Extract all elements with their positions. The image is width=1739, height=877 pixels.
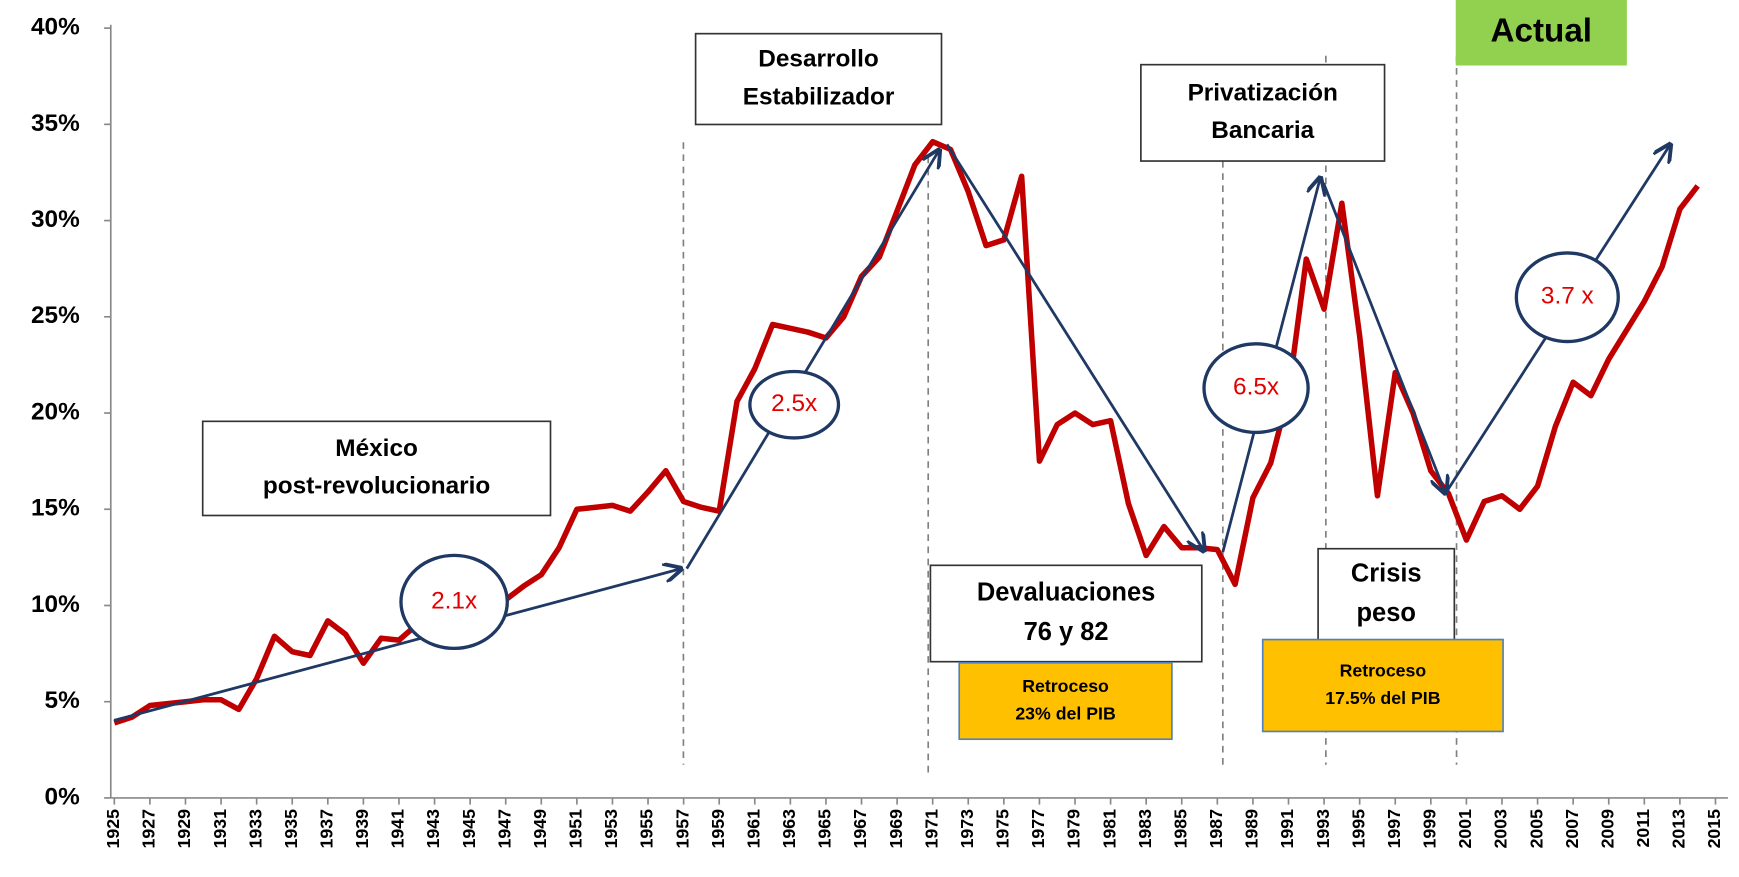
annotation-box xyxy=(958,661,1173,741)
trend-arrow xyxy=(113,569,681,722)
x-tick-label: 1999 xyxy=(1420,809,1440,849)
y-tick-label: 10% xyxy=(31,591,80,618)
annotation-box xyxy=(929,564,1203,663)
x-tick-label: 1975 xyxy=(993,809,1013,849)
y-tick-label: 20% xyxy=(31,398,80,425)
x-tick-label: 2013 xyxy=(1669,809,1689,849)
annotation-ellipse xyxy=(748,369,841,440)
trend-arrow xyxy=(945,143,1204,551)
x-tick-label: 1953 xyxy=(601,809,621,849)
x-tick-label: 1995 xyxy=(1348,809,1368,849)
annotation-text: peso xyxy=(1356,599,1415,627)
x-tick-label: 1963 xyxy=(779,809,799,849)
x-tick-label: 1945 xyxy=(459,809,479,849)
x-tick-label: 1961 xyxy=(743,809,763,849)
annotation-text: Actual xyxy=(1491,12,1593,49)
x-tick-label: 1955 xyxy=(637,809,657,849)
x-tick-label: 2015 xyxy=(1704,809,1724,849)
annotation-text: 76 y 82 xyxy=(1024,618,1109,646)
x-tick-label: 1947 xyxy=(494,809,514,849)
y-tick-label: 15% xyxy=(31,495,80,522)
x-tick-label: 1951 xyxy=(566,809,586,849)
annotation-text: Privatización xyxy=(1188,79,1338,106)
x-tick-label: 1987 xyxy=(1206,809,1226,849)
annotation-text: Bancaria xyxy=(1211,117,1314,144)
x-tick-label: 1977 xyxy=(1028,809,1048,849)
x-tick-label: 1971 xyxy=(921,809,941,849)
annotation-ellipse xyxy=(399,553,509,651)
annotation-ellipse xyxy=(1202,342,1310,435)
annotation-ellipse xyxy=(1514,251,1620,344)
annotation-text: 17.5% del PIB xyxy=(1325,688,1440,708)
x-tick-label: 2011 xyxy=(1633,809,1653,848)
y-tick-label: 30% xyxy=(31,206,80,233)
annotation-box xyxy=(1317,547,1456,642)
y-tick-label: 0% xyxy=(45,783,81,810)
x-tick-label: 1973 xyxy=(957,809,977,849)
x-tick-label: 1979 xyxy=(1064,809,1084,849)
x-tick-label: 1925 xyxy=(103,809,123,849)
annotation-text: 23% del PIB xyxy=(1015,703,1115,723)
x-tick-label: 1943 xyxy=(423,809,443,849)
annotation-box xyxy=(694,32,943,126)
x-tick-label: 2003 xyxy=(1491,809,1511,849)
trend-arrow xyxy=(685,150,940,570)
y-tick-label: 40% xyxy=(31,14,80,41)
annotation-box xyxy=(1140,63,1386,162)
x-tick-label: 1993 xyxy=(1313,809,1333,849)
annotation-text: 2.5x xyxy=(771,390,817,417)
x-tick-label: 1991 xyxy=(1277,809,1297,849)
annotation-box xyxy=(1455,0,1627,66)
x-tick-label: 2001 xyxy=(1455,809,1475,849)
x-tick-label: 1933 xyxy=(245,809,265,849)
annotation-box xyxy=(201,420,552,517)
x-tick-label: 1937 xyxy=(316,809,336,849)
trend-arrow xyxy=(1322,182,1446,493)
x-tick-label: 1941 xyxy=(388,809,408,849)
x-tick-label: 1929 xyxy=(174,809,194,849)
y-tick-label: 35% xyxy=(31,110,80,137)
x-tick-label: 1983 xyxy=(1135,809,1155,849)
annotation-text: Devaluaciones xyxy=(977,578,1155,606)
annotation-text: Estabilizador xyxy=(743,83,895,110)
annotation-text: Retroceso xyxy=(1022,676,1109,696)
annotation-box xyxy=(1261,638,1504,733)
annotation-text: 3.7 x xyxy=(1541,283,1594,310)
x-tick-label: 1997 xyxy=(1384,809,1404,849)
annotation-text: post-revolucionario xyxy=(263,473,490,500)
x-tick-label: 1969 xyxy=(886,809,906,849)
x-tick-label: 1931 xyxy=(210,809,230,849)
annotation-text: Crisis xyxy=(1351,560,1422,588)
x-tick-label: 1927 xyxy=(139,809,159,849)
x-tick-label: 1981 xyxy=(1099,809,1119,849)
y-tick-label: 5% xyxy=(45,687,81,714)
annotation-text: Desarrollo xyxy=(758,46,879,73)
annotation-text: México xyxy=(335,435,418,462)
annotation-text: 6.5x xyxy=(1233,374,1279,401)
x-tick-label: 1959 xyxy=(708,809,728,849)
y-tick-label: 25% xyxy=(31,302,80,329)
x-tick-label: 2009 xyxy=(1597,809,1617,849)
x-tick-label: 1967 xyxy=(850,809,870,849)
x-tick-label: 1985 xyxy=(1170,809,1190,849)
x-tick-label: 1949 xyxy=(530,809,550,849)
x-tick-label: 1939 xyxy=(352,809,372,849)
x-tick-label: 1957 xyxy=(672,809,692,849)
annotation-text: 2.1x xyxy=(431,587,477,614)
x-tick-label: 1989 xyxy=(1242,809,1262,849)
x-tick-label: 1965 xyxy=(815,809,835,849)
x-tick-label: 2005 xyxy=(1526,809,1546,849)
x-tick-label: 1935 xyxy=(281,809,301,849)
annotation-text: Retroceso xyxy=(1340,660,1427,680)
x-tick-label: 2007 xyxy=(1562,809,1582,849)
